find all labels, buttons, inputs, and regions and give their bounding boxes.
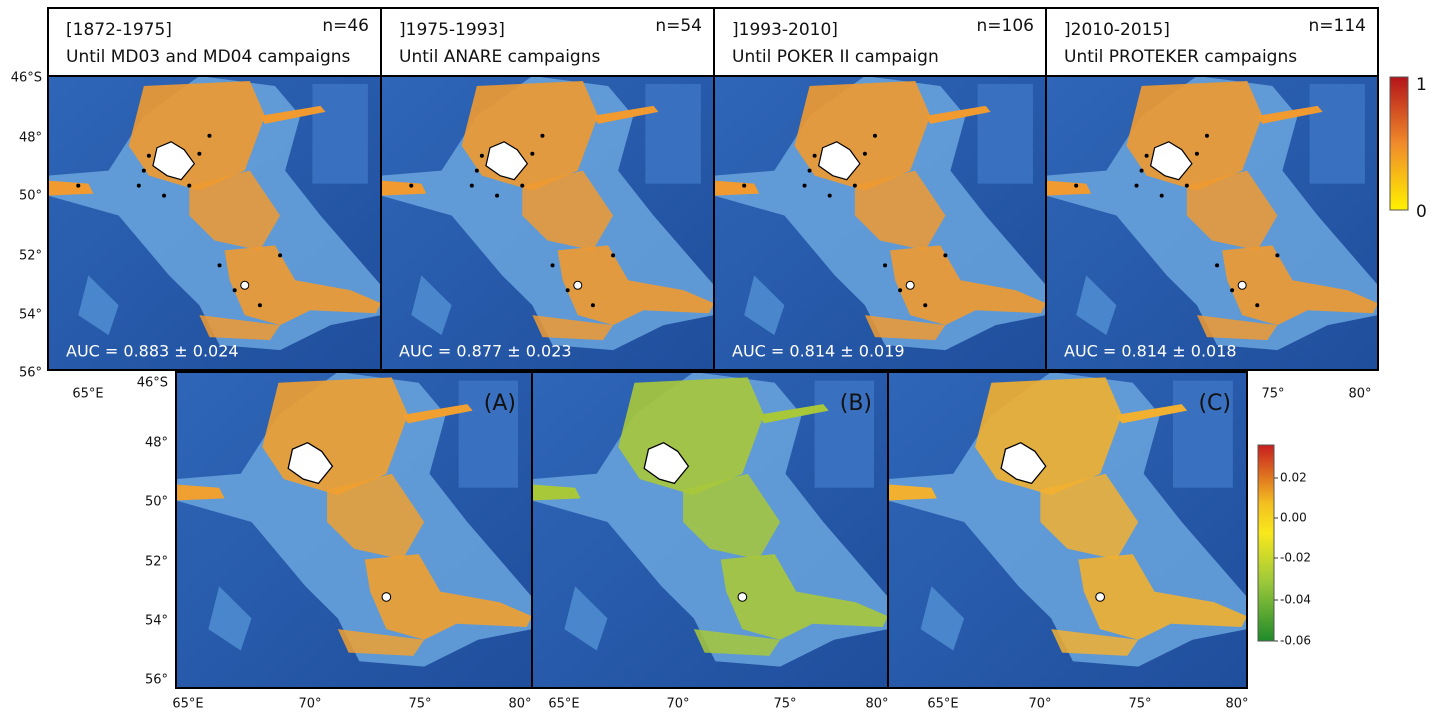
lon-label: 80° (1348, 387, 1371, 402)
map (381, 76, 714, 370)
period: ]2010-2015] (1064, 20, 1170, 40)
lon-label: 75° (773, 697, 796, 712)
subtitle: Until ANARE campaigns (399, 47, 600, 67)
map (714, 76, 1046, 370)
map (888, 372, 1247, 688)
lon-label: 70° (298, 697, 321, 712)
lat-label: 54° (145, 614, 168, 629)
panel-label: (A) (484, 391, 516, 416)
lat-label: 52° (145, 555, 168, 570)
subtitle: Until PROTEKER campaigns (1064, 47, 1297, 67)
panel-label: (B) (840, 391, 872, 416)
lat-label: 56° (145, 673, 168, 688)
colorbar-min: 0 (1416, 202, 1427, 222)
figure: [1872-1975] Until MD03 and MD04 campaigns… (0, 0, 1435, 716)
colorbar-top (1390, 77, 1408, 210)
lon-label: 75° (1128, 697, 1151, 712)
map (176, 372, 532, 688)
lat-label: 48° (145, 436, 168, 451)
lat-label: 56° (19, 366, 42, 381)
period: ]1993-2010] (732, 20, 838, 40)
subtitle: Until MD03 and MD04 campaigns (66, 47, 351, 67)
lat-label: 52° (19, 249, 42, 264)
colorbar-max: 1 (1416, 75, 1427, 95)
sample-size: n=46 (322, 16, 369, 36)
sample-size: n=54 (655, 16, 702, 36)
auc: AUC = 0.814 ± 0.019 (732, 342, 905, 361)
lon-label: 75° (1261, 387, 1284, 402)
period: ]1975-1993] (399, 20, 505, 40)
period: [1872-1975] (66, 20, 172, 40)
lon-label: 65°E (927, 697, 958, 712)
lat-label: 50° (145, 495, 168, 510)
colorbar-bottom (1258, 445, 1274, 641)
lon-label: 65°E (172, 697, 203, 712)
lon-label: 80° (508, 697, 531, 712)
colorbar-tick-label: -0.06 (1280, 634, 1311, 648)
map (1046, 76, 1378, 370)
colorbar-tick-label: -0.04 (1280, 593, 1311, 607)
panel-label: (C) (1198, 391, 1231, 416)
colorbar-tick-label: -0.02 (1280, 551, 1311, 565)
auc: AUC = 0.877 ± 0.023 (399, 342, 572, 361)
subtitle: Until POKER II campaign (732, 47, 939, 67)
auc: AUC = 0.814 ± 0.018 (1064, 342, 1237, 361)
lat-label: 48° (19, 131, 42, 146)
lon-label: 75° (408, 697, 431, 712)
lon-label: 65°E (72, 387, 103, 402)
colorbar-tick-label: 0.02 (1280, 471, 1307, 485)
lon-label: 80° (865, 697, 888, 712)
auc: AUC = 0.883 ± 0.024 (66, 342, 239, 361)
lon-label: 65°E (548, 697, 579, 712)
lat-label: 46°S (137, 376, 168, 391)
sample-size: n=114 (1309, 16, 1366, 36)
colorbar-tick-label: 0.00 (1280, 511, 1307, 525)
lon-label: 70° (1028, 697, 1051, 712)
lon-label: 70° (666, 697, 689, 712)
lat-label: 54° (19, 308, 42, 323)
map (48, 76, 381, 370)
lat-label: 46°S (11, 71, 42, 86)
map (532, 372, 888, 688)
lat-label: 50° (19, 189, 42, 204)
sample-size: n=106 (977, 16, 1034, 36)
lon-label: 80° (1225, 697, 1248, 712)
